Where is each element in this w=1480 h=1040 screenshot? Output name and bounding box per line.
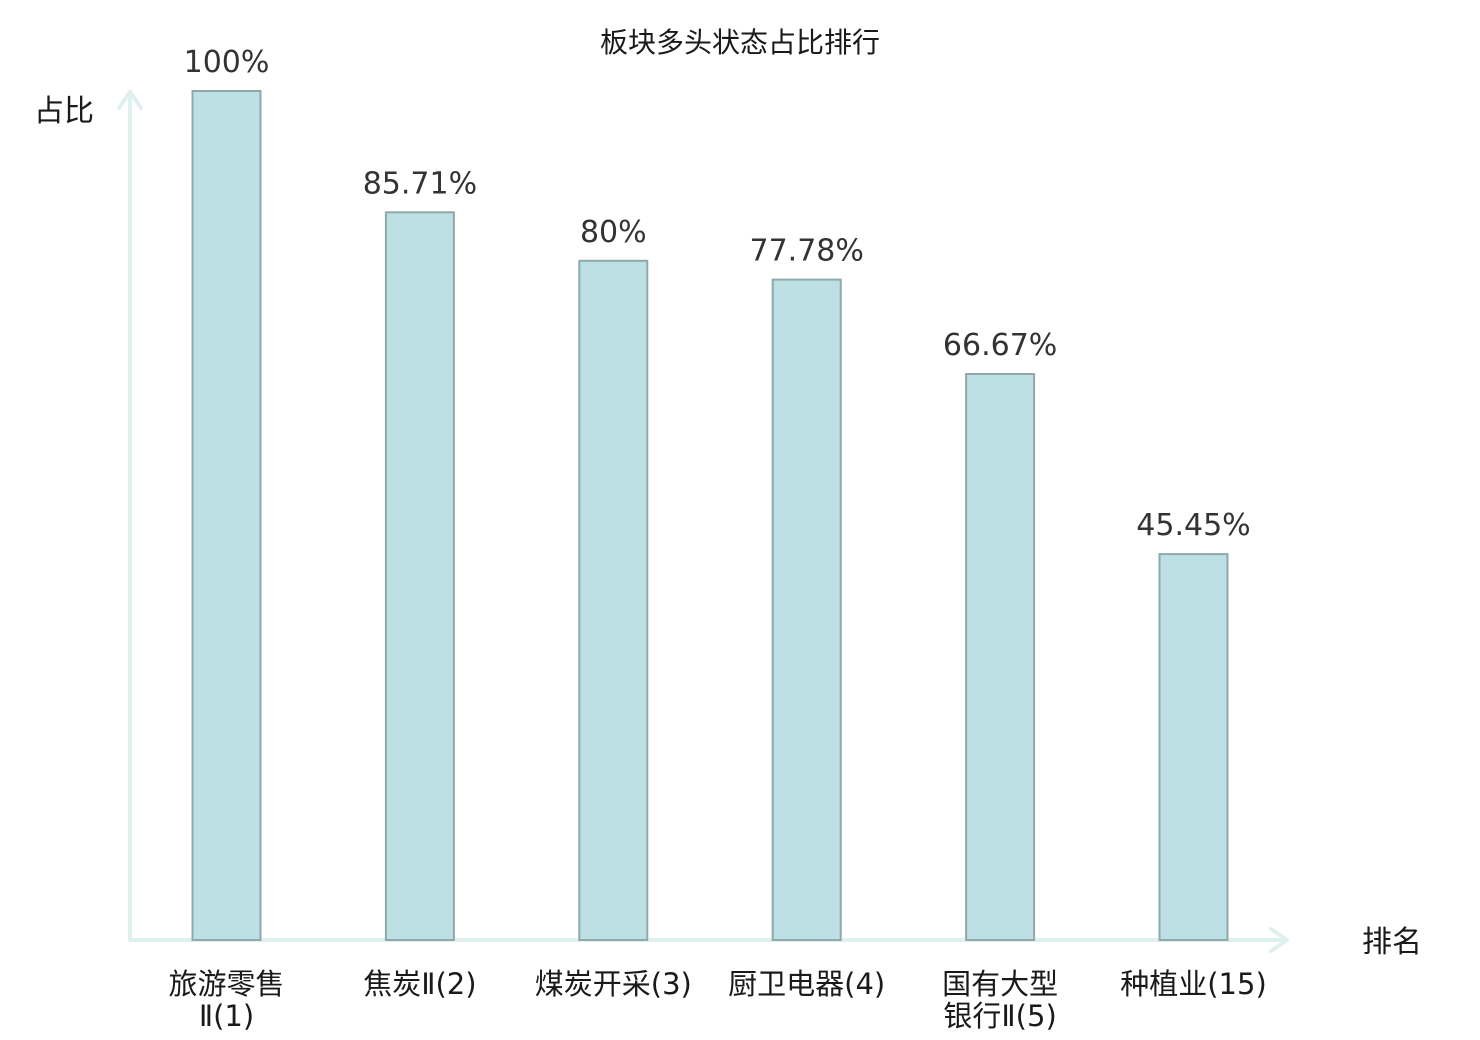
data-label: 77.78% [750,234,864,269]
y-axis-label: 占比 [34,94,94,129]
bar [1158,553,1229,941]
tick-label: 银行Ⅱ(5) [943,999,1056,1033]
tick-label: 种植业(15) [1120,967,1267,1001]
tick-label: 国有大型 [942,967,1058,1001]
x-axis-arrow-icon [1269,927,1289,953]
bar [965,373,1036,941]
tick-label: 旅游零售 [168,967,284,1001]
bar [771,278,842,942]
tick-label: 焦炭Ⅱ(2) [363,967,476,1001]
data-label: 66.67% [943,328,1057,363]
tick-label: 煤炭开采(3) [535,967,692,1001]
data-label: 85.71% [363,166,477,201]
y-axis-arrow-icon [117,90,143,110]
bar [384,211,455,942]
bar [191,90,262,941]
chart-title: 板块多头状态占比排行 [600,26,880,59]
bars [191,90,1229,942]
bar [578,259,649,941]
x-axis-label: 排名 [1362,925,1422,960]
y-axis [117,90,143,942]
data-label: 45.45% [1136,508,1250,543]
data-label: 100% [184,45,270,80]
value-labels: 100% 85.71% 80% 77.78% 66.67% 45.45% [184,45,1251,543]
data-label: 80% [580,215,647,250]
tick-label: 厨卫电器(4) [728,967,885,1001]
tick-label: Ⅱ(1) [199,999,254,1033]
x-axis [128,927,1289,953]
